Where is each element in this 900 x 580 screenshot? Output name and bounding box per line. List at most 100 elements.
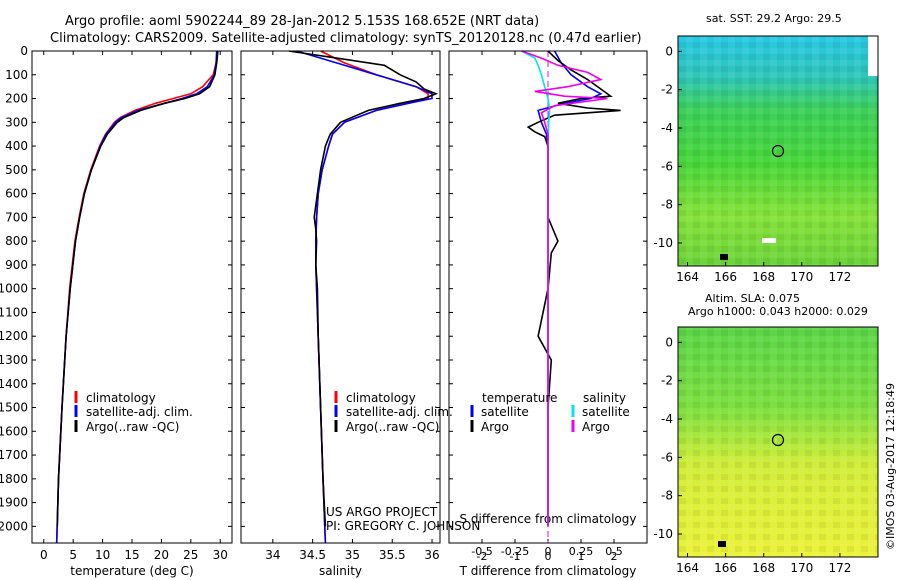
x-tick-label: 25 [183,548,198,562]
y-tick-label: 0 [20,44,28,58]
series-line-argo-raw-qc- [56,50,219,527]
difference-panel: -0.5-2 -0.25-1 00 0.251 0.52S difference fro… [448,50,648,578]
temperature-legend: climatology satellite-adj. clim. Argo(..… [74,391,193,434]
legend-temp-satellite-label: satellite [481,405,529,419]
x-tick-label: 36 [424,548,439,562]
x-tick-label-s: 0.5 [605,545,623,558]
sla-map-title-1: Altim. SLA: 0.075 [705,292,800,305]
pi-label: PI: GREGORY C. JOHNSON [326,519,480,533]
y-tick-label: 1600 [0,424,28,438]
legend-salinity-title: salinity [583,391,626,405]
x-tick-label-s: -0.5 [471,545,492,558]
x-tick-label: 15 [124,548,139,562]
sla-argo-marker [771,433,785,447]
temperature-panel: 0100200300400500600700800900100011001200… [0,44,233,578]
map-x-tick-label: 168 [752,270,775,284]
x-tick-label-t: 0 [545,550,552,563]
plot-frame [448,50,648,544]
map-x-tick-label: 166 [714,561,737,575]
sla-island [718,541,726,547]
sst-island [720,254,728,260]
y-tick-label: 200 [5,92,28,106]
x-tick-label: 20 [154,548,169,562]
legend-climatology-label: climatology [346,391,416,405]
map-y-tick-label: -10 [653,236,673,250]
sst-field-texture [678,36,878,266]
y-tick-label: 1200 [0,329,28,343]
map-x-tick-label: 172 [828,561,851,575]
x-tick-label: 30 [213,548,228,562]
x-tick-label-t: 1 [578,550,585,563]
x-tick-label: 35.5 [379,548,406,562]
map-y-tick-label: -6 [661,450,673,464]
salinity-legend: climatology satellite-adj. clim. Argo(..… [334,391,453,434]
y-tick-label: 1700 [0,448,28,462]
project-label: US ARGO PROJECT [326,505,438,519]
map-y-tick-label: 0 [665,335,673,349]
legend-temperature-title: temperature [482,391,557,405]
map-y-tick-label: 0 [665,44,673,58]
map-x-tick-label: 170 [790,561,813,575]
legend-argo-label: Argo(..raw -QC) [86,420,179,434]
map-x-tick-label: 164 [676,561,699,575]
sla-map-frame [677,326,879,558]
map-y-tick-label: -6 [661,159,673,173]
x-tick-label: 35 [345,548,360,562]
map-y-tick-label: -4 [661,412,673,426]
sst-land-mask [868,36,878,76]
sst-map-panel: sat. SST: 29.2 Argo: 29.5 164 166 168 170 17… [653,12,879,284]
sst-map-title: sat. SST: 29.2 Argo: 29.5 [706,12,842,25]
map-y-tick-label: -8 [661,198,673,212]
x-axis-label: salinity [319,564,362,578]
x-tick-label: 5 [69,548,77,562]
x-tick-label: 0 [40,548,48,562]
map-x-tick-label: 166 [714,270,737,284]
sla-map-panel: Altim. SLA: 0.075 Argo h1000: 0.043 h200… [653,292,879,575]
map-x-tick-label: 172 [828,270,851,284]
map-y-tick-label: -2 [661,83,673,97]
x-axis-label: T difference from climatology [459,564,637,578]
sst-island [762,238,776,243]
y-tick-label: 900 [5,258,28,272]
y-tick-label: 1400 [0,377,28,391]
y-tick-label: 1800 [0,472,28,486]
y-tick-label: 1300 [0,353,28,367]
y-tick-label: 500 [5,163,28,177]
x-tick-label-s: -0.25 [501,545,529,558]
x-tick-label-s: 0 [545,545,552,558]
x-tick-label-s: 0.25 [569,545,594,558]
sst-map-frame [677,35,879,267]
y-tick-label: 1900 [0,496,28,510]
legend-sal-satellite-label: satellite [582,405,630,419]
map-x-tick-label: 168 [752,561,775,575]
map-y-tick-label: -8 [661,489,673,503]
imos-stamp: ©IMOS 03-Aug-2017 12:18:49 [884,383,897,550]
series-line-argo-raw-qc- [288,50,439,527]
y-tick-label: 800 [5,234,28,248]
x-tick-label: 34 [265,548,280,562]
series-line-climatology [314,50,429,544]
plot-frame [31,50,233,544]
header-line1: Argo profile: aoml 5902244_89 28-Jan-201… [65,14,539,29]
y-tick-label: 2000 [0,519,28,533]
y-tick-label: 1500 [0,401,28,415]
legend-climatology-label: climatology [86,391,156,405]
legend-satellite-label: satellite-adj. clim. [346,405,453,419]
legend-temp-argo-label: Argo [481,420,509,434]
map-x-tick-label: 164 [676,270,699,284]
y-tick-label: 600 [5,187,28,201]
x-tick-label-t: -2 [477,550,488,563]
sla-field-texture [678,327,878,557]
sst-argo-marker [771,144,785,158]
series-line-climatology [55,50,219,544]
legend-sal-argo-label: Argo [582,420,610,434]
series-line-salinity-argo [521,50,608,527]
x-tick-label: 10 [95,548,110,562]
header-line2: Climatology: CARS2009. Satellite-adjuste… [50,31,642,46]
x-axis-label: temperature (deg C) [70,564,193,578]
y-tick-label: 1100 [0,305,28,319]
x-tick-label: 34.5 [299,548,326,562]
plot-frame [240,50,441,544]
y-tick-label: 1000 [0,282,28,296]
